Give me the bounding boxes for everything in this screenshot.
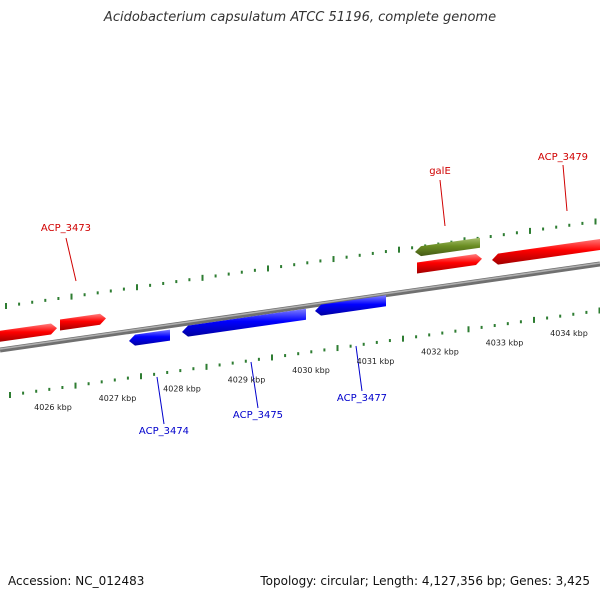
scale-label: 4029 kbp [228, 375, 266, 384]
label-leader-line [65, 237, 77, 282]
gene-label-acp-3477[interactable]: ACP_3477 [337, 393, 387, 404]
genome-backbone-highlight [0, 262, 600, 350]
label-leader-line [250, 361, 259, 409]
accession-text: Accession: NC_012483 [8, 574, 145, 588]
scale-label: 4032 kbp [421, 348, 459, 357]
gene-label-acp-3473[interactable]: ACP_3473 [41, 223, 91, 234]
scale-label: 4033 kbp [486, 338, 524, 347]
gene-arrow-acp-3477[interactable] [315, 295, 386, 316]
upper-tick-row [5, 218, 597, 309]
scale-label: 4031 kbp [357, 357, 395, 366]
gene-labels: ACP_3473 galE ACP_3479 ACP_3474 ACP_3475 ACP_… [41, 152, 588, 437]
scale-label: 4034 kbp [550, 329, 588, 338]
scale-label: 4028 kbp [163, 385, 201, 394]
gene-arrow-acp-3478[interactable] [417, 254, 482, 274]
label-leader-line [156, 376, 165, 425]
genome-backbone [0, 261, 600, 353]
gene-label-acp-3475[interactable]: ACP_3475 [233, 410, 283, 421]
gene-arrow-acp-3475[interactable] [182, 308, 306, 337]
gene-label-gale[interactable]: galE [429, 166, 451, 177]
label-leader-line [355, 345, 363, 392]
gene-arrow-acp-3472[interactable] [0, 323, 57, 343]
scale-label: 4026 kbp [34, 403, 72, 412]
scale-label: 4027 kbp [99, 394, 137, 403]
gene-arrow-acp-3474[interactable] [129, 329, 170, 346]
gene-features [0, 237, 600, 346]
topology-summary: Topology: circular; Length: 4,127,356 bp… [260, 574, 590, 588]
lower-tick-row [9, 307, 600, 398]
scale-labels: 4026 kbp 4027 kbp 4028 kbp 4029 kbp 4030 kbp… [34, 329, 588, 412]
gene-arrow-acp-3473[interactable] [60, 313, 106, 331]
gene-label-acp-3479[interactable]: ACP_3479 [538, 152, 588, 163]
map-title: Acidobacterium capsulatum ATCC 51196, co… [103, 10, 497, 25]
scale-label: 4030 kbp [292, 366, 330, 375]
gene-arrow-gale[interactable] [415, 237, 480, 257]
label-leader-line [562, 164, 568, 212]
label-leader-line [439, 179, 446, 227]
gene-arrow-acp-3479[interactable] [492, 238, 600, 265]
gene-label-acp-3474[interactable]: ACP_3474 [139, 426, 189, 437]
